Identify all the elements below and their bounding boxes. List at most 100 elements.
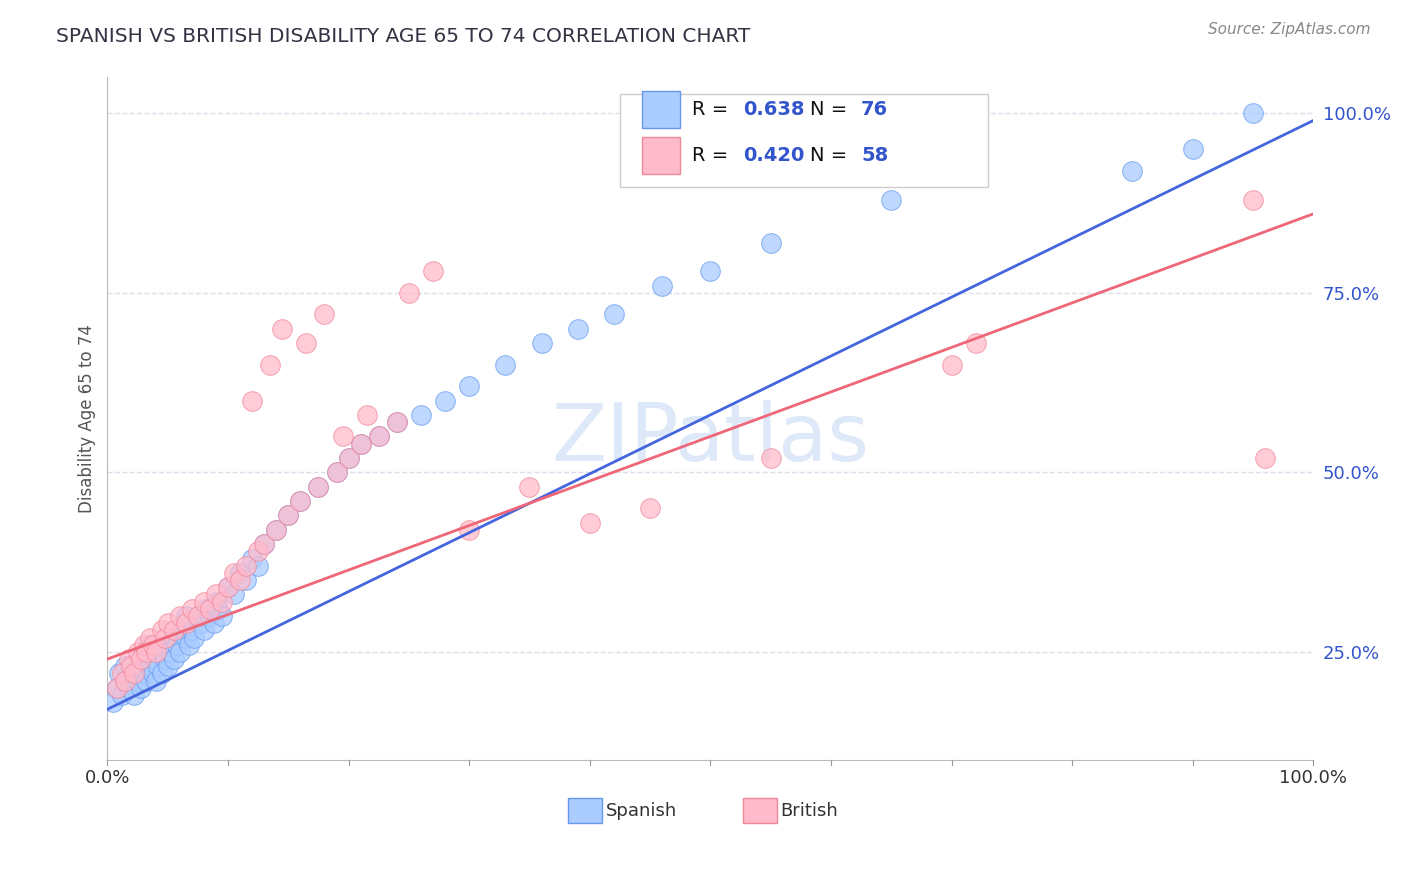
Point — [1241, 193, 1264, 207]
Point — [105, 681, 128, 695]
Point — [163, 652, 186, 666]
FancyBboxPatch shape — [620, 95, 987, 186]
Point — [114, 673, 136, 688]
Point — [295, 336, 318, 351]
FancyBboxPatch shape — [742, 798, 776, 823]
Point — [132, 645, 155, 659]
Point — [332, 429, 354, 443]
Point — [180, 624, 202, 638]
Point — [434, 393, 457, 408]
Point — [111, 688, 134, 702]
Point — [638, 501, 661, 516]
Text: R =: R = — [692, 146, 735, 165]
Point — [122, 688, 145, 702]
Point — [103, 695, 125, 709]
Point — [385, 415, 408, 429]
Point — [193, 594, 215, 608]
Point — [145, 673, 167, 688]
Point — [159, 645, 181, 659]
Point — [367, 429, 389, 443]
Text: 58: 58 — [860, 146, 889, 165]
Point — [337, 450, 360, 465]
Point — [207, 602, 229, 616]
Point — [156, 659, 179, 673]
Point — [965, 336, 987, 351]
Point — [105, 681, 128, 695]
Point — [135, 673, 157, 688]
Point — [222, 587, 245, 601]
Point — [217, 580, 239, 594]
Point — [337, 450, 360, 465]
Point — [172, 624, 194, 638]
Point — [155, 652, 177, 666]
Point — [145, 645, 167, 659]
Point — [458, 523, 481, 537]
Point — [253, 537, 276, 551]
Text: 0.638: 0.638 — [742, 100, 804, 119]
Point — [578, 516, 600, 530]
Point — [180, 602, 202, 616]
Point — [135, 645, 157, 659]
Point — [398, 285, 420, 300]
Point — [409, 408, 432, 422]
Point — [277, 508, 299, 523]
Point — [530, 336, 553, 351]
Point — [146, 659, 169, 673]
Point — [129, 681, 152, 695]
Point — [198, 602, 221, 616]
Point — [163, 624, 186, 638]
Point — [193, 624, 215, 638]
Text: R =: R = — [692, 100, 735, 119]
Point — [127, 673, 149, 688]
Y-axis label: Disability Age 65 to 74: Disability Age 65 to 74 — [79, 324, 96, 513]
Point — [235, 558, 257, 573]
Point — [229, 566, 252, 580]
Point — [519, 480, 541, 494]
Point — [759, 235, 782, 250]
FancyBboxPatch shape — [641, 91, 681, 128]
Point — [880, 193, 903, 207]
Point — [240, 551, 263, 566]
Point — [307, 480, 329, 494]
Point — [121, 666, 143, 681]
Point — [240, 393, 263, 408]
Point — [118, 652, 141, 666]
Point — [166, 638, 188, 652]
Point — [111, 666, 134, 681]
Point — [603, 307, 626, 321]
Point — [651, 278, 673, 293]
Point — [1254, 450, 1277, 465]
Point — [699, 264, 721, 278]
Point — [277, 508, 299, 523]
Point — [264, 523, 287, 537]
Point — [1121, 163, 1143, 178]
Point — [314, 307, 336, 321]
Point — [202, 616, 225, 631]
Point — [356, 408, 378, 422]
Text: British: British — [780, 802, 838, 820]
Point — [132, 666, 155, 681]
Point — [759, 450, 782, 465]
Point — [198, 609, 221, 624]
Point — [179, 638, 201, 652]
Point — [222, 566, 245, 580]
Point — [118, 681, 141, 695]
Point — [156, 638, 179, 652]
Point — [174, 616, 197, 631]
Point — [211, 594, 233, 608]
Point — [941, 358, 963, 372]
Point — [458, 379, 481, 393]
Text: SPANISH VS BRITISH DISABILITY AGE 65 TO 74 CORRELATION CHART: SPANISH VS BRITISH DISABILITY AGE 65 TO … — [56, 27, 751, 45]
Point — [307, 480, 329, 494]
Point — [367, 429, 389, 443]
Point — [150, 666, 173, 681]
Point — [195, 602, 218, 616]
Point — [187, 609, 209, 624]
Point — [114, 659, 136, 673]
Point — [138, 638, 160, 652]
FancyBboxPatch shape — [568, 798, 602, 823]
Point — [127, 645, 149, 659]
Point — [422, 264, 444, 278]
Point — [247, 558, 270, 573]
Point — [129, 652, 152, 666]
